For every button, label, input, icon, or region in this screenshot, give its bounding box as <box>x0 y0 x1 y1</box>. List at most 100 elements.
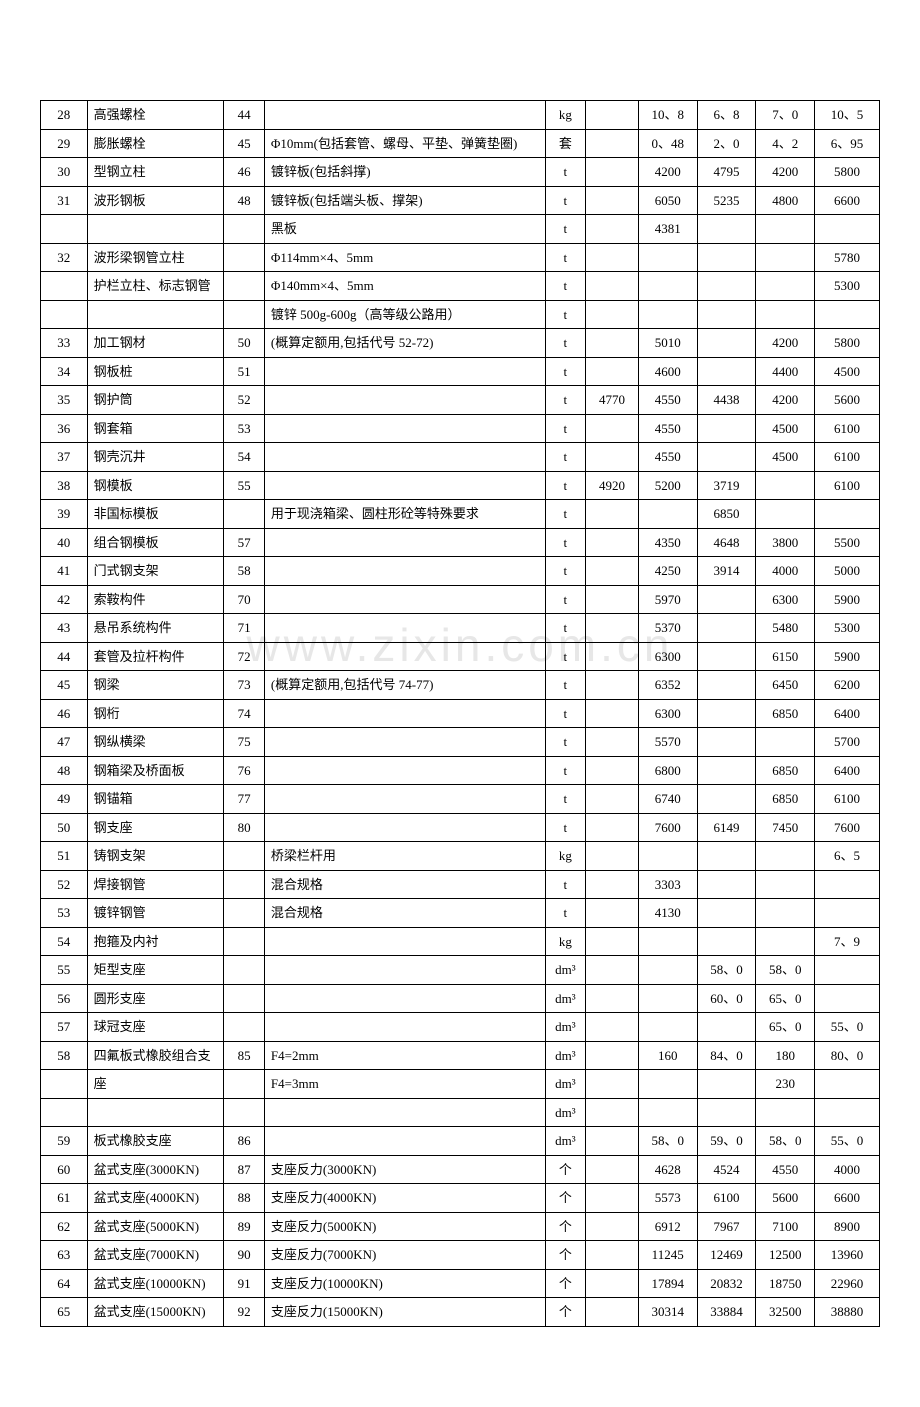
table-cell: 加工钢材 <box>87 329 224 358</box>
table-row: 62盆式支座(5000KN)89支座反力(5000KN)个69127967710… <box>41 1212 880 1241</box>
table-cell: 悬吊系统构件 <box>87 614 224 643</box>
table-cell: 4648 <box>697 528 756 557</box>
table-cell: F4=3mm <box>264 1070 545 1099</box>
table-row: 55矩型支座dm³58、058、0 <box>41 956 880 985</box>
table-cell <box>586 1155 639 1184</box>
table-cell: 钢桁 <box>87 699 224 728</box>
table-cell: 镀锌板(包括端头板、撑架) <box>264 186 545 215</box>
table-cell: 门式钢支架 <box>87 557 224 586</box>
table-cell <box>264 414 545 443</box>
table-cell: 70 <box>224 585 265 614</box>
table-cell: 4、2 <box>756 129 815 158</box>
table-cell: 50 <box>41 813 88 842</box>
table-row: 28高强螺栓44kg10、86、87、010、5 <box>41 101 880 130</box>
table-cell <box>638 956 697 985</box>
table-cell: 42 <box>41 585 88 614</box>
table-cell <box>264 386 545 415</box>
table-cell: t <box>545 443 586 472</box>
table-row: 58四氟板式橡胶组合支85F4=2mmdm³16084、018080、0 <box>41 1041 880 1070</box>
table-cell: 5600 <box>815 386 880 415</box>
table-cell: 38 <box>41 471 88 500</box>
table-cell <box>638 984 697 1013</box>
table-cell <box>697 927 756 956</box>
table-cell <box>586 1269 639 1298</box>
table-cell: 30 <box>41 158 88 187</box>
table-cell <box>264 728 545 757</box>
table-cell: 钢护筒 <box>87 386 224 415</box>
table-cell <box>756 215 815 244</box>
table-cell: 膨胀螺栓 <box>87 129 224 158</box>
table-row: 49钢锚箱77t674068506100 <box>41 785 880 814</box>
table-cell: 套管及拉杆构件 <box>87 642 224 671</box>
table-cell: 6400 <box>815 756 880 785</box>
table-row: 46钢桁74t630068506400 <box>41 699 880 728</box>
table-row: 60盆式支座(3000KN)87支座反力(3000KN)个46284524455… <box>41 1155 880 1184</box>
table-cell: 5900 <box>815 642 880 671</box>
table-cell: 45 <box>41 671 88 700</box>
table-cell: 矩型支座 <box>87 956 224 985</box>
table-cell: 73 <box>224 671 265 700</box>
table-cell <box>586 1013 639 1042</box>
table-cell <box>264 785 545 814</box>
table-cell: t <box>545 557 586 586</box>
table-cell: 混合规格 <box>264 870 545 899</box>
table-cell: 28 <box>41 101 88 130</box>
table-cell: 波形钢板 <box>87 186 224 215</box>
table-cell: 8900 <box>815 1212 880 1241</box>
table-cell: 4400 <box>756 357 815 386</box>
table-cell <box>586 585 639 614</box>
table-cell: t <box>545 728 586 757</box>
table-row: 32波形梁钢管立柱Φ114mm×4、5mmt5780 <box>41 243 880 272</box>
table-cell <box>815 899 880 928</box>
table-row: 51铸钢支架桥梁栏杆用kg6、5 <box>41 842 880 871</box>
table-cell <box>756 842 815 871</box>
table-cell: 7967 <box>697 1212 756 1241</box>
table-cell: 盆式支座(3000KN) <box>87 1155 224 1184</box>
table-cell: 钢梁 <box>87 671 224 700</box>
table-cell <box>586 243 639 272</box>
table-cell <box>264 984 545 1013</box>
table-cell: 5780 <box>815 243 880 272</box>
table-cell: 6149 <box>697 813 756 842</box>
table-row: 57球冠支座dm³65、055、0 <box>41 1013 880 1042</box>
table-cell: 4628 <box>638 1155 697 1184</box>
table-cell <box>224 956 265 985</box>
table-cell: 7100 <box>756 1212 815 1241</box>
table-cell <box>697 728 756 757</box>
table-cell <box>264 101 545 130</box>
table-cell <box>41 1070 88 1099</box>
table-row: 34钢板桩51t460044004500 <box>41 357 880 386</box>
table-cell <box>224 870 265 899</box>
table-cell: 43 <box>41 614 88 643</box>
table-cell <box>586 500 639 529</box>
table-cell <box>697 329 756 358</box>
table-cell: 5970 <box>638 585 697 614</box>
table-cell: 3719 <box>697 471 756 500</box>
table-cell: 59、0 <box>697 1127 756 1156</box>
table-cell: 盆式支座(10000KN) <box>87 1269 224 1298</box>
table-cell: Φ114mm×4、5mm <box>264 243 545 272</box>
table-row: 47钢纵横梁75t55705700 <box>41 728 880 757</box>
table-cell: 54 <box>41 927 88 956</box>
table-cell <box>697 785 756 814</box>
table-cell: 86 <box>224 1127 265 1156</box>
table-cell: 波形梁钢管立柱 <box>87 243 224 272</box>
table-cell: dm³ <box>545 1098 586 1127</box>
table-cell: 80 <box>224 813 265 842</box>
table-cell: 6912 <box>638 1212 697 1241</box>
table-cell: 钢模板 <box>87 471 224 500</box>
table-cell <box>815 870 880 899</box>
table-cell: kg <box>545 842 586 871</box>
table-cell: 58 <box>224 557 265 586</box>
table-cell <box>697 243 756 272</box>
table-cell <box>41 300 88 329</box>
table-cell: 75 <box>224 728 265 757</box>
table-cell: t <box>545 756 586 785</box>
table-cell <box>586 443 639 472</box>
table-cell <box>586 158 639 187</box>
table-row: 50钢支座80t7600614974507600 <box>41 813 880 842</box>
table-cell: 50 <box>224 329 265 358</box>
table-cell <box>586 1127 639 1156</box>
table-cell: t <box>545 272 586 301</box>
table-cell <box>586 642 639 671</box>
